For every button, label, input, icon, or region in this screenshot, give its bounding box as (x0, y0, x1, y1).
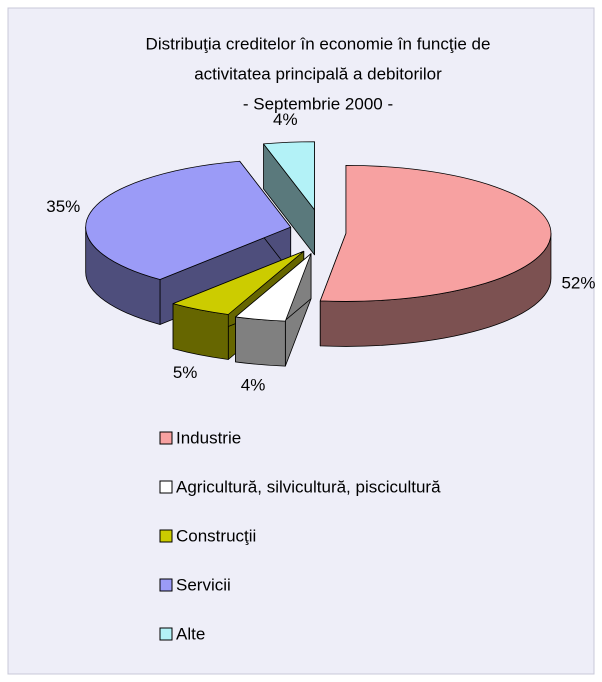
legend-swatch (159, 627, 173, 641)
legend-label: Alte (176, 624, 205, 643)
slice (85, 160, 292, 280)
legend-swatch (159, 431, 173, 445)
chart-background (7, 7, 595, 675)
data-label: 35% (46, 197, 80, 216)
chart-title: Distribuţia creditelor în economie în fu… (146, 34, 491, 53)
slice (235, 253, 312, 322)
legend-label: Agricultură, silvicultură, piscicultură (176, 477, 441, 496)
legend-swatch (159, 529, 173, 543)
chart-title: activitatea principală a debitorilor (194, 64, 442, 83)
data-label: 5% (173, 363, 198, 382)
slice (172, 250, 305, 315)
legend-label: Construcţii (176, 526, 256, 545)
legend-label: Industrie (176, 428, 241, 447)
data-label: 4% (241, 375, 266, 394)
slice-wall (235, 316, 286, 367)
chart-title: - Septembrie 2000 - (243, 94, 393, 113)
legend-swatch (159, 480, 173, 494)
legend-label: Servicii (176, 575, 231, 594)
slice (263, 141, 315, 211)
legend-swatch (159, 578, 173, 592)
slice (319, 165, 552, 302)
data-label: 4% (273, 110, 298, 129)
data-label: 52% (561, 274, 595, 293)
